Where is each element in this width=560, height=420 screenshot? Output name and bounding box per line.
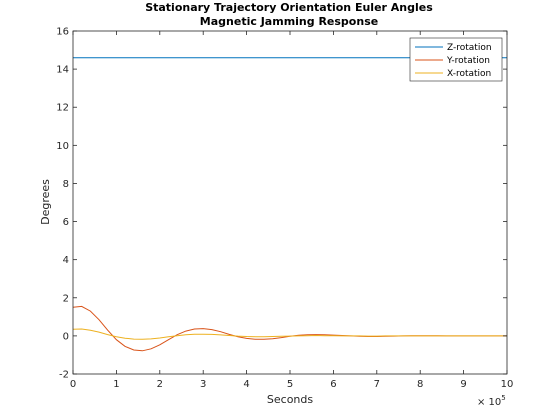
y-tick-label: 8 <box>63 179 69 190</box>
x-tick-label: 0 <box>70 379 76 390</box>
x-tick-label: 9 <box>460 379 466 390</box>
x-tick-label: 7 <box>374 379 380 390</box>
legend-label-0: Z-rotation <box>447 43 492 53</box>
y-tick-label: 14 <box>56 65 69 76</box>
y-tick-label: 16 <box>56 27 69 38</box>
x-tick-label: 1 <box>113 379 119 390</box>
chart-title: Stationary Trajectory Orientation Euler … <box>145 1 433 14</box>
y-tick-label: -2 <box>59 370 69 381</box>
y-tick-label: 0 <box>63 331 69 342</box>
x-tick-label: 3 <box>200 379 206 390</box>
x-axis: 0 1 2 3 4 5 6 7 8 9 10 <box>70 31 514 390</box>
legend: Z-rotation Y-rotation X-rotation <box>409 37 503 82</box>
x-tick-label: 8 <box>417 379 423 390</box>
y-axis-label: Degrees <box>39 179 52 225</box>
y-tick-label: 12 <box>56 103 69 114</box>
legend-label-1: Y-rotation <box>446 56 490 66</box>
x-axis-exponent-power: 5 <box>501 394 505 402</box>
x-tick-label: 4 <box>243 379 249 390</box>
x-axis-label: Seconds <box>267 393 313 406</box>
x-tick-label: 5 <box>287 379 293 390</box>
x-axis-exponent: × 105 <box>477 394 506 408</box>
y-tick-label: 10 <box>56 141 69 152</box>
x-tick-label: 6 <box>330 379 336 390</box>
series-line-2 <box>72 328 507 340</box>
y-axis: -2 0 2 4 6 8 10 12 14 16 <box>56 27 507 381</box>
y-tick-label: 4 <box>63 255 69 266</box>
x-axis-exponent-base: × 10 <box>477 397 501 408</box>
y-tick-label: 6 <box>63 217 69 228</box>
y-tick-label: 2 <box>63 293 69 304</box>
x-tick-label: 10 <box>501 379 514 390</box>
chart-subtitle: Magnetic Jamming Response <box>200 15 378 28</box>
x-tick-label: 2 <box>157 379 163 390</box>
legend-label-2: X-rotation <box>447 69 491 79</box>
plot-area <box>73 31 507 374</box>
